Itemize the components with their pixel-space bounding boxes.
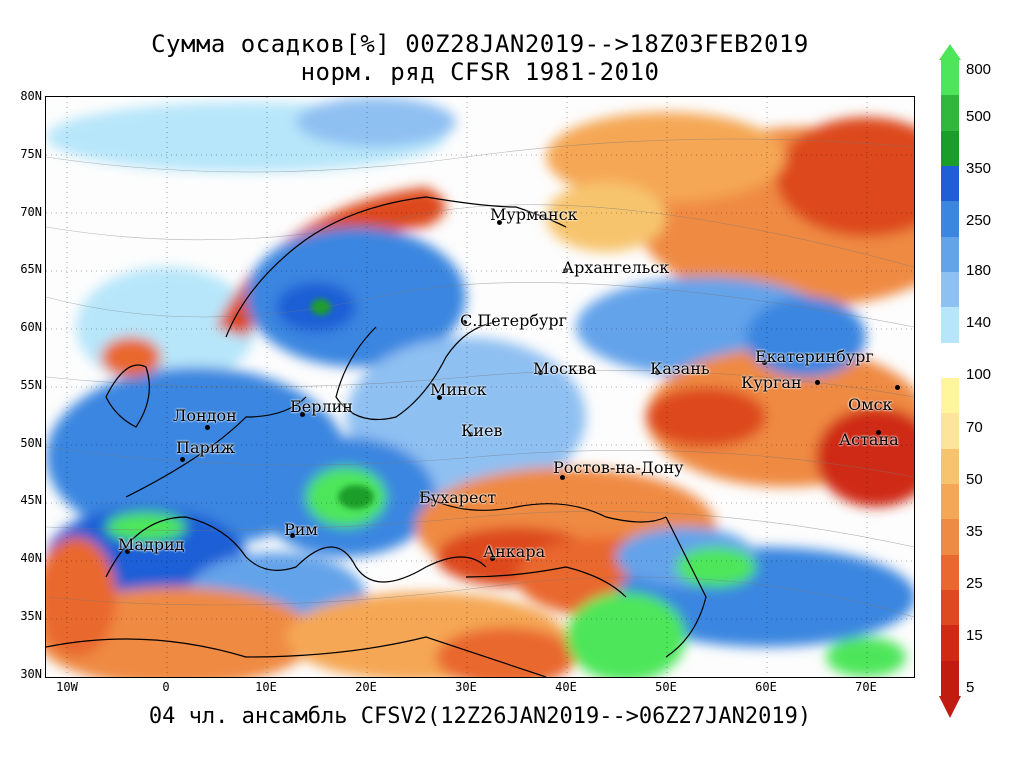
city-label-berlin: Берлин: [290, 397, 353, 416]
city-label-kiev: Киев: [461, 421, 503, 440]
city-label-moscow: Москва: [533, 359, 597, 378]
colorbar-label: 35: [966, 523, 983, 540]
lat-tick-label: 65N: [20, 262, 42, 276]
lon-tick-label: 50E: [655, 680, 677, 694]
city-dot-rome: [290, 533, 295, 538]
city-label-rostov: Ростов-на-Дону: [553, 458, 684, 477]
colorbar-segment: [941, 166, 959, 202]
colorbar-segment: [941, 272, 959, 308]
lat-tick-label: 70N: [20, 205, 42, 219]
ensemble-caption: 04 чл. ансамбль CFSV2(12Z26JAN2019-->06Z…: [148, 704, 812, 729]
city-dot-ankara: [490, 556, 495, 561]
colorbar-label: 140: [966, 314, 992, 331]
lon-tick-label: 10W: [56, 680, 78, 694]
city-dot-madrid: [125, 549, 130, 554]
city-label-rome: Рим: [284, 520, 318, 539]
colorbar-segment: [941, 60, 959, 96]
colorbar-label: 350: [966, 160, 992, 177]
colorbar-segment: [941, 625, 959, 662]
colorbar-label: 50: [966, 471, 983, 488]
colorbar-segment: [941, 378, 959, 414]
city-dot-murmansk: [497, 220, 502, 225]
colorbar-segment: [941, 519, 959, 556]
colorbar-label: 15: [966, 627, 983, 644]
city-dot-minsk: [437, 395, 442, 400]
lat-tick-label: 60N: [20, 320, 42, 334]
city-label-arkhangelsk: Архангельск: [562, 258, 670, 277]
colorbar-segment: [941, 236, 959, 273]
city-label-madrid: Мадрид: [118, 535, 185, 554]
colorbar-up-arrow-icon: [939, 44, 961, 60]
colorbar-segment: [941, 413, 959, 450]
city-dot-kazan: [655, 370, 660, 375]
colorbar-segment: [941, 201, 959, 238]
city-label-minsk: Минск: [430, 380, 487, 399]
precipitation-map: [45, 96, 915, 678]
map-title: Сумма осадков[%] 00Z28JAN2019-->18Z03FEB…: [151, 30, 809, 58]
colorbar-segment: [941, 554, 959, 591]
lat-tick-label: 50N: [20, 436, 42, 450]
city-dot-yekaterinburg: [762, 360, 767, 365]
city-dot-london: [205, 425, 210, 430]
city-dot-arkhangelsk: [563, 268, 568, 273]
colorbar-label: 70: [966, 419, 983, 436]
colorbar-label: 800: [966, 61, 992, 78]
city-label-london: Лондон: [173, 406, 237, 425]
city-label-murmansk: Мурманск: [490, 205, 578, 224]
city-label-bucharest: Бухарест: [419, 488, 497, 507]
city-dot-spb: [462, 320, 467, 325]
city-label-ankara: Анкара: [483, 542, 546, 561]
lat-tick-label: 35N: [20, 609, 42, 623]
city-label-yekaterinburg: Екатеринбург: [755, 347, 874, 366]
city-label-paris: Париж: [176, 438, 236, 457]
city-label-astana: Астана: [839, 430, 899, 449]
colorbar-label: 180: [966, 262, 992, 279]
map-subtitle: норм. ряд CFSR 1981-2010: [300, 58, 660, 86]
colorbar-down-arrow-icon: [939, 696, 961, 718]
colorbar-label: 100: [966, 366, 992, 383]
city-dot-bucharest: [420, 493, 425, 498]
city-label-omsk: Омск: [848, 395, 893, 414]
lon-tick-label: 60E: [755, 680, 777, 694]
precipitation-field: [46, 97, 914, 677]
lon-tick-label: 70E: [855, 680, 877, 694]
lat-tick-label: 55N: [20, 378, 42, 392]
lat-tick-label: 75N: [20, 147, 42, 161]
city-dot-astana: [876, 430, 881, 435]
colorbar-segment: [941, 448, 959, 485]
colorbar-segment: [941, 484, 959, 520]
city-dot-kiev: [468, 432, 473, 437]
city-dot-rostov: [560, 475, 565, 480]
lat-tick-label: 80N: [20, 89, 42, 103]
colorbar-segment: [941, 660, 959, 697]
lat-tick-label: 40N: [20, 551, 42, 565]
colorbar-segment: [941, 130, 959, 167]
colorbar-segment: [941, 590, 959, 626]
colorbar-segment: [941, 307, 959, 344]
lon-tick-label: 40E: [555, 680, 577, 694]
lon-tick-label: 0: [162, 680, 170, 694]
lat-tick-label: 45N: [20, 493, 42, 507]
city-label-kurgan: Курган: [741, 373, 802, 392]
colorbar-label: 25: [966, 575, 983, 592]
colorbar-label: 500: [966, 108, 992, 125]
city-dot-omsk: [895, 385, 900, 390]
lon-tick-label: 30E: [455, 680, 477, 694]
city-dot-kurgan: [815, 380, 820, 385]
lon-tick-label: 20E: [355, 680, 377, 694]
colorbar-label: 250: [966, 212, 992, 229]
city-dot-berlin: [300, 412, 305, 417]
colorbar-label: 5: [966, 679, 975, 696]
city-label-spb: С.Петербург: [460, 311, 567, 330]
lat-tick-label: 30N: [20, 667, 42, 681]
city-dot-moscow: [538, 370, 543, 375]
city-dot-paris: [180, 457, 185, 462]
colorbar-segment: [941, 342, 959, 379]
city-label-kazan: Казань: [650, 359, 710, 378]
lon-tick-label: 10E: [255, 680, 277, 694]
colorbar-segment: [941, 95, 959, 132]
